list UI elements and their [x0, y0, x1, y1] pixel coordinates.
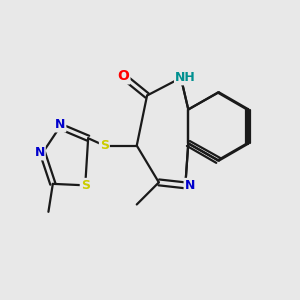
Text: N: N	[55, 118, 65, 131]
Text: N: N	[184, 179, 195, 192]
Text: S: S	[81, 179, 90, 192]
Text: O: O	[118, 69, 129, 83]
Text: NH: NH	[175, 71, 196, 84]
Text: N: N	[34, 146, 45, 159]
Text: S: S	[100, 139, 109, 152]
